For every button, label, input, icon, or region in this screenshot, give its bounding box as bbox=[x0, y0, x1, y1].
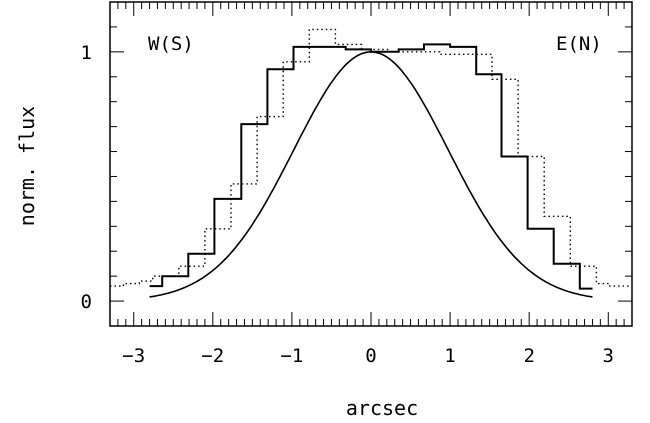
y-axis-label: norm. flux bbox=[15, 106, 39, 226]
tick-labels: −3 −2 −1 0 1 2 3 0 1 bbox=[81, 42, 614, 367]
gaussian-psf-series bbox=[149, 50, 593, 298]
axis-ticks bbox=[109, 1, 633, 327]
annotation-right: E(N) bbox=[556, 33, 602, 55]
x-tick-label: 3 bbox=[603, 345, 614, 367]
solid-step-series bbox=[149, 43, 593, 290]
x-tick-label: −3 bbox=[122, 345, 145, 367]
x-tick-label: 1 bbox=[444, 345, 455, 367]
series-layer bbox=[110, 28, 632, 298]
x-axis-label: arcsec bbox=[346, 396, 418, 420]
y-tick-label: 0 bbox=[81, 291, 92, 313]
x-tick-label: −2 bbox=[201, 345, 224, 367]
x-tick-label: 2 bbox=[523, 345, 534, 367]
x-tick-label: −1 bbox=[280, 345, 303, 367]
annotation-left: W(S) bbox=[148, 33, 194, 55]
dotted-step-series bbox=[110, 28, 632, 287]
y-tick-label: 1 bbox=[81, 42, 92, 64]
x-tick-label: 0 bbox=[365, 345, 376, 367]
